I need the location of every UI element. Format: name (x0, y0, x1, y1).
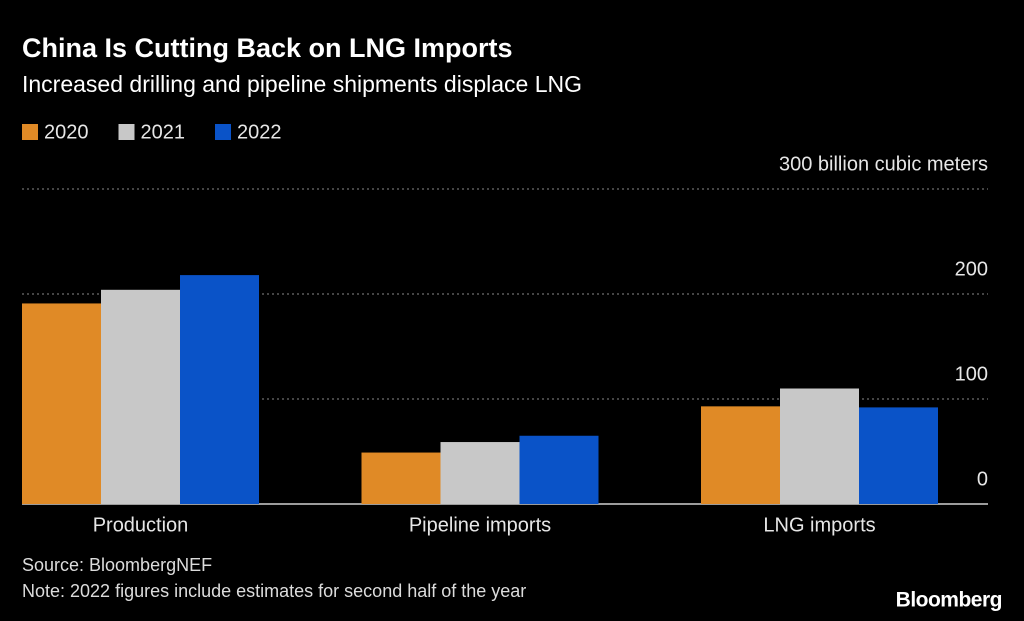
x-tick-label: Pipeline imports (409, 514, 551, 536)
legend-swatch (22, 124, 38, 140)
bar (519, 435, 599, 504)
chart-title: China Is Cutting Back on LNG Imports (22, 33, 513, 63)
legend-swatch (118, 124, 135, 140)
bar (859, 407, 938, 504)
bar (701, 406, 780, 504)
note: Note: 2022 figures include estimates for… (22, 581, 526, 601)
y-tick-label: 300 billion cubic meters (779, 153, 988, 175)
x-tick-label: LNG imports (763, 514, 875, 536)
source: Source: BloombergNEF (22, 555, 212, 575)
bar (22, 303, 101, 504)
bar (101, 289, 180, 504)
legend-label: 2020 (44, 121, 89, 143)
y-tick-label: 200 (955, 258, 988, 280)
y-tick-label: 0 (977, 468, 988, 490)
logo: Bloomberg (896, 589, 1002, 612)
chart-subtitle: Increased drilling and pipeline shipment… (22, 71, 582, 97)
legend-label: 2022 (237, 121, 282, 143)
bar (440, 442, 520, 504)
legend-swatch (215, 124, 231, 140)
legend-label: 2021 (141, 121, 186, 143)
y-tick-label: 100 (955, 363, 988, 385)
bar (361, 452, 441, 504)
x-tick-label: Production (93, 514, 189, 536)
bar (180, 275, 259, 504)
bar (780, 388, 859, 504)
